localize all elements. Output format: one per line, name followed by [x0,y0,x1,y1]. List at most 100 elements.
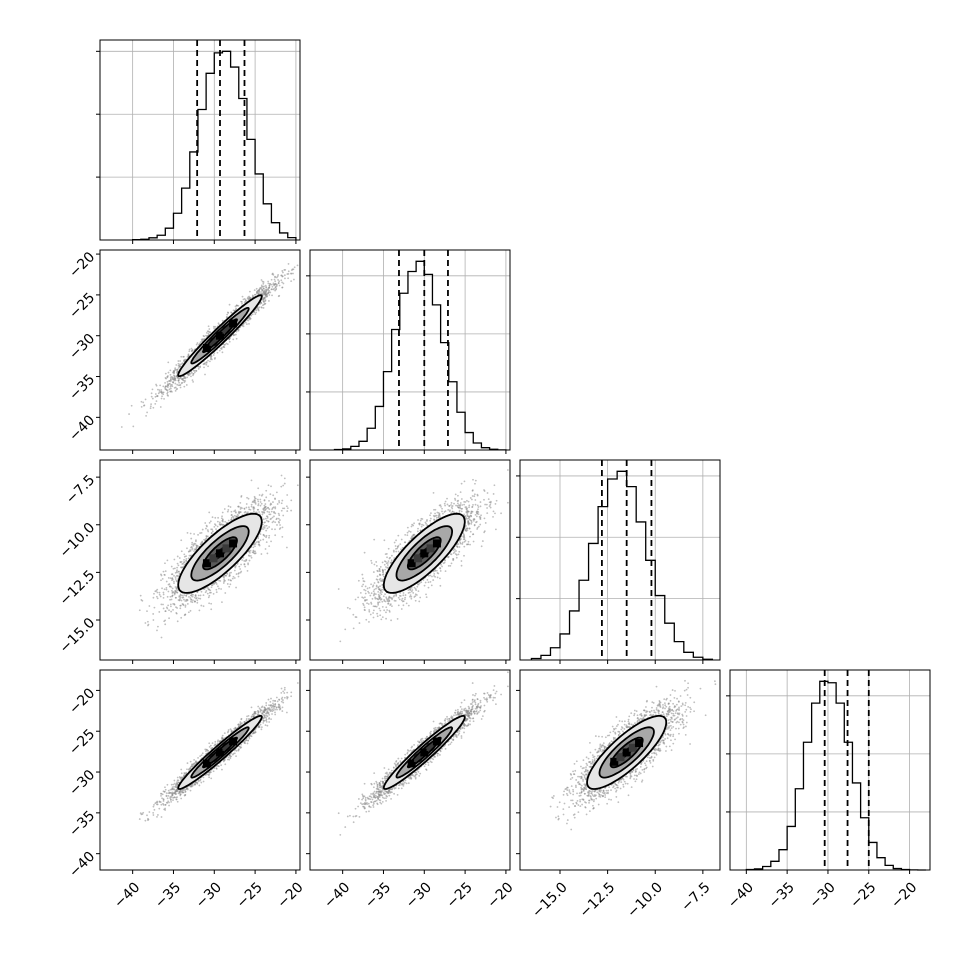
scatter-point [427,764,430,766]
scatter-point [210,608,213,611]
scatter-point [405,602,408,605]
scatter-point [582,773,584,776]
scatter-point [171,594,174,597]
scatter-point [457,553,460,556]
scatter-point [260,728,263,731]
scatter-point [372,792,375,795]
scatter-point [472,451,474,453]
scatter-point [161,577,164,580]
scatter-point [376,786,379,789]
scatter-point [592,800,595,803]
scatter-point [369,806,372,809]
scatter-point [416,585,419,588]
scatter-point [378,784,381,787]
scatter-point [557,815,560,818]
scatter-point [584,773,587,776]
scatter-point [418,741,421,744]
scatter-point [379,589,382,592]
scatter-point [173,603,176,606]
scatter-point [459,705,462,708]
scatter-point [584,788,587,790]
scatter-point [476,698,479,701]
scatter-point [361,803,364,806]
scatter-point [210,355,213,358]
scatter-point [196,781,199,784]
scatter-point [417,740,419,743]
scatter-point [177,380,180,382]
scatter-point [248,318,251,321]
scatter-point [247,563,250,566]
scatter-point [417,744,419,747]
scatter-point [266,527,269,530]
scatter-point [245,558,248,561]
scatter-point [656,748,659,751]
scatter-point [165,580,168,583]
scatter-point [218,349,221,352]
scatter-point [648,710,651,713]
scatter-point [248,296,251,299]
scatter-point [180,790,183,793]
scatter-point [370,583,372,586]
scatter-point [191,350,193,353]
scatter-point [176,788,179,791]
scatter-point [682,719,685,722]
scatter-point [179,360,182,362]
scatter-point [195,547,197,550]
scatter-point [566,819,569,821]
scatter-point [214,516,217,519]
scatter-point [425,522,428,525]
scatter-point [191,379,194,382]
scatter-point [444,504,447,507]
scatter-point [236,513,239,516]
scatter-point [619,778,622,781]
scatter-point [438,512,441,515]
scatter-point [471,489,474,492]
scatter-point [211,530,214,533]
scatter-point [474,692,477,695]
y-tick-label: −20 [66,685,98,717]
scatter-point [376,795,379,798]
scatter-point [260,502,263,505]
scatter-point [402,604,405,607]
scatter-point [250,556,253,559]
scatter-point [473,518,476,521]
scatter-point [272,699,275,702]
scatter-point [226,343,229,346]
scatter-point [389,791,392,793]
scatter-point [569,792,572,795]
scatter-point [141,599,144,602]
scatter-point [192,763,195,765]
scatter-point [369,594,372,597]
scatter-point [207,530,210,533]
scatter-point [229,336,232,339]
scatter-point [681,702,684,705]
scatter-point [388,794,391,797]
scatter-point [579,805,582,808]
scatter-point [402,783,405,785]
scatter-point [270,517,273,520]
scatter-point [602,742,605,744]
scatter-point [243,563,246,566]
scatter-point [681,720,684,723]
scatter-point [217,739,220,742]
scatter-point [588,799,590,802]
scatter-point [349,814,351,817]
scatter-point [568,789,571,792]
scatter-point [593,790,596,793]
scatter-point [235,337,238,340]
scatter-point [492,696,495,699]
scatter-point [192,380,195,383]
scatter-point [375,782,378,784]
scatter-point [649,713,652,716]
scatter-point [639,772,642,775]
scatter-point [243,559,246,562]
scatter-point [253,495,256,498]
scatter-point [277,274,280,276]
scatter-point [674,718,677,721]
scatter-point [151,388,154,391]
scatter-point [598,790,601,793]
scatter-point [363,606,366,609]
scatter-point [302,252,304,254]
scatter-point [175,579,178,582]
scatter-point [381,605,384,608]
